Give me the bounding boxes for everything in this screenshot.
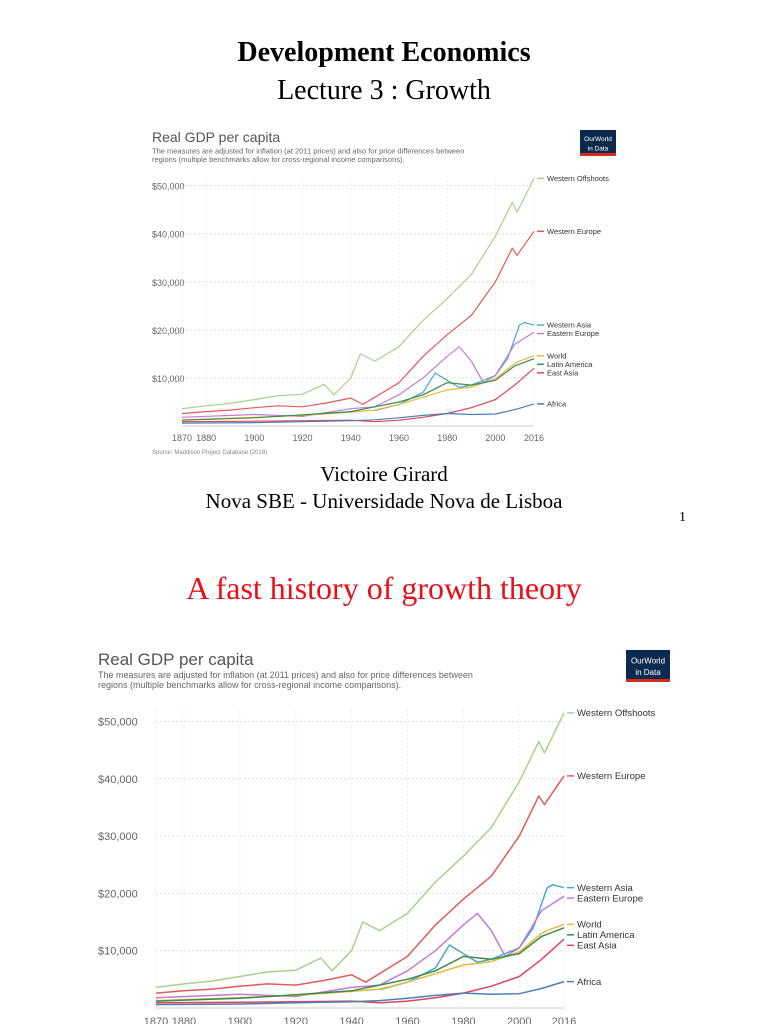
slide-title: Development Economics xyxy=(237,37,531,68)
legend-label: Africa xyxy=(577,977,602,988)
series-line-east-asia xyxy=(155,938,565,1004)
chart-subtitle-line: regions (multiple benchmarks allow for c… xyxy=(98,680,401,690)
legend-label: Western Offshoots xyxy=(577,708,656,719)
series-line-western-europe xyxy=(181,230,535,415)
x-tick-label: 2000 xyxy=(507,1016,531,1024)
logo-stripe xyxy=(580,153,616,156)
y-tick-label: $20,000 xyxy=(98,888,138,900)
x-tick-label: 1940 xyxy=(341,433,361,443)
logo-text-line: OurWorld xyxy=(584,136,612,143)
x-tick-label: 1870 xyxy=(172,433,192,443)
x-tick-label: 1940 xyxy=(339,1016,363,1024)
series-line-western-europe xyxy=(155,775,565,994)
legend-label: Western Europe xyxy=(577,771,645,782)
x-tick-label: 1980 xyxy=(451,1016,475,1024)
legend-label: Western Europe xyxy=(547,227,601,236)
x-tick-label: 1880 xyxy=(196,433,216,443)
series-line-western-offshoots xyxy=(155,712,565,989)
legend-label: Latin America xyxy=(577,930,635,941)
legend-label: Western Asia xyxy=(577,883,634,894)
x-tick-label: 1900 xyxy=(228,1016,252,1024)
x-tick-label: 1880 xyxy=(172,1016,196,1024)
y-tick-label: $50,000 xyxy=(152,182,185,192)
gdp-chart-bottom: Real GDP per capita The measures are adju… xyxy=(92,644,676,1024)
chart-title: Real GDP per capita xyxy=(152,129,280,145)
legend-label: World xyxy=(577,920,602,931)
y-tick-label: $50,000 xyxy=(98,716,138,728)
y-tick-label: $30,000 xyxy=(98,831,138,843)
series-line-africa xyxy=(155,980,565,1006)
legend-label: Western Asia xyxy=(547,321,592,330)
y-tick-label: $20,000 xyxy=(152,326,185,336)
logo-box xyxy=(626,650,670,682)
x-tick-label: 1900 xyxy=(244,433,264,443)
logo-stripe xyxy=(626,679,670,682)
author-name: Victoire Girard xyxy=(320,462,448,486)
owid-logo: OurWorld in Data xyxy=(580,130,616,156)
legend-label: Africa xyxy=(547,400,567,409)
series-line-east-asia xyxy=(181,367,535,423)
series-line-western-asia xyxy=(374,322,535,412)
logo-box xyxy=(580,130,616,156)
logo-text-line: in Data xyxy=(588,145,609,152)
author-affiliation: Nova SBE - Universidade Nova de Lisboa xyxy=(205,489,563,513)
x-tick-label: 2016 xyxy=(552,1016,576,1024)
y-tick-label: $30,000 xyxy=(152,278,185,288)
chart-subtitle-line: regions (multiple benchmarks allow for c… xyxy=(152,155,405,164)
series-line-africa xyxy=(181,403,535,424)
page-number: 1 xyxy=(679,510,686,525)
section-heading: A fast history of growth theory xyxy=(186,570,582,606)
legend-label: Eastern Europe xyxy=(547,329,599,338)
x-tick-label: 1980 xyxy=(437,433,457,443)
gdp-chart-svg-top: Real GDP per capita The measures are adju… xyxy=(152,129,616,456)
y-tick-label: $10,000 xyxy=(98,946,138,958)
slide-subtitle: Lecture 3 : Growth xyxy=(277,75,491,106)
legend-label: East Asia xyxy=(547,368,579,377)
legend-label: East Asia xyxy=(577,941,617,952)
logo-text-line: OurWorld xyxy=(631,656,665,665)
x-tick-label: 1960 xyxy=(389,433,409,443)
series-line-latin-america xyxy=(181,358,535,421)
x-tick-label: 1960 xyxy=(395,1016,419,1024)
chart-title: Real GDP per capita xyxy=(98,650,254,669)
chart-source: Source: Maddison Project Database (2018) xyxy=(152,450,267,456)
series-line-western-asia xyxy=(379,884,565,991)
series-line-western-offshoots xyxy=(181,178,535,410)
logo-text-line: in Data xyxy=(635,668,661,677)
legend-label: Eastern Europe xyxy=(577,893,643,904)
x-tick-label: 2016 xyxy=(524,433,544,443)
y-tick-label: $40,000 xyxy=(152,230,185,240)
owid-logo: OurWorld in Data xyxy=(626,650,670,682)
x-tick-label: 1870 xyxy=(144,1016,168,1024)
legend-label: Western Offshoots xyxy=(547,174,609,183)
series-line-latin-america xyxy=(155,927,565,1002)
gdp-chart-top: Real GDP per capita The measures are adju… xyxy=(146,124,622,458)
y-tick-label: $10,000 xyxy=(152,374,185,384)
chart-subtitle-line: The measures are adjusted for inflation … xyxy=(98,670,473,680)
legend-label: Latin America xyxy=(547,360,593,369)
x-tick-label: 1920 xyxy=(293,433,313,443)
x-tick-label: 1920 xyxy=(283,1016,307,1024)
x-tick-label: 2000 xyxy=(485,433,505,443)
legend-label: World xyxy=(547,351,566,360)
y-tick-label: $40,000 xyxy=(98,774,138,786)
chart-subtitle: The measures are adjusted for inflation … xyxy=(152,147,464,165)
chart-subtitle: The measures are adjusted for inflation … xyxy=(98,670,473,690)
chart-subtitle-line: The measures are adjusted for inflation … xyxy=(152,147,464,156)
